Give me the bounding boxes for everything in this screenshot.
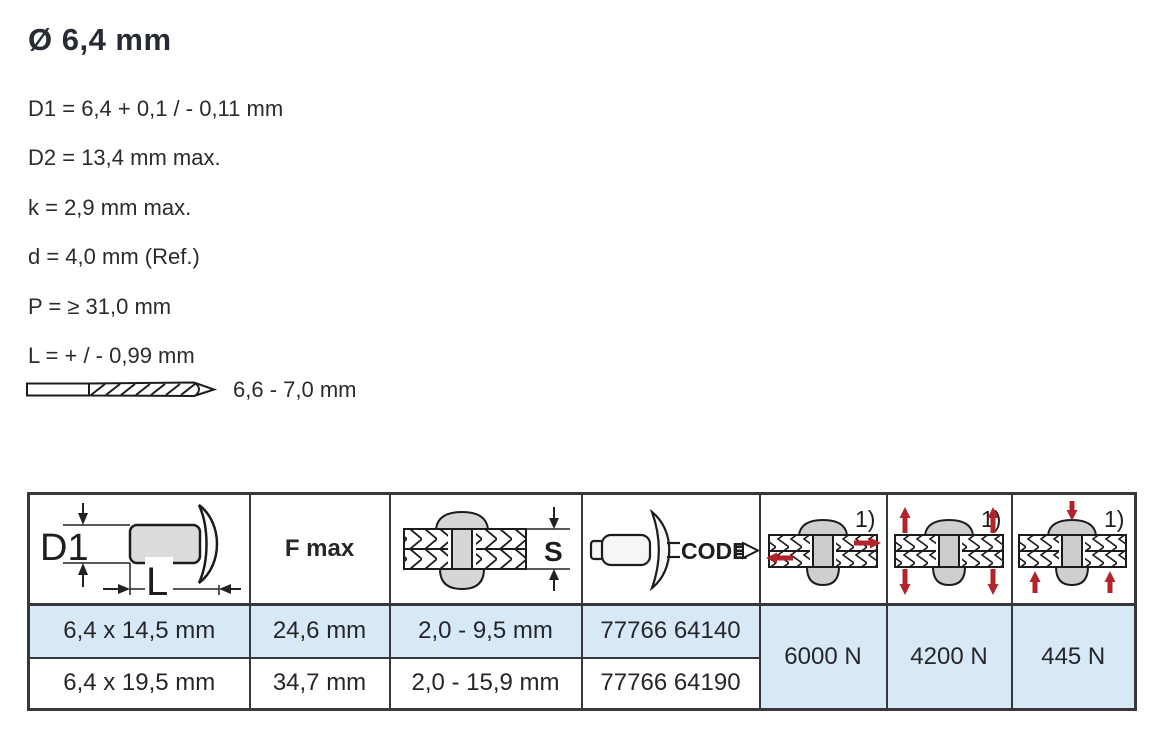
size-cell: 6,4 x 14,5 mm [27,603,251,659]
d1-label: D1 [40,527,89,569]
header-dimension-diagram-cell: D1 L [27,492,251,606]
shear-load-cell: 6000 N [758,603,888,711]
code-cell: 77766 64190 [580,656,761,711]
spec-d2: D2 = 13,4 mm max. [28,145,221,171]
spec-l: L = + / - 0,99 mm [28,343,195,369]
page-title: Ø 6,4 mm [28,22,172,57]
footnote-marker: 1) [855,506,875,532]
header-shear-load-diagram-cell: 1) [758,492,888,606]
fmax-cell: 24,6 mm [248,603,391,659]
drill-size-row: 6,6 - 7,0 mm [25,376,356,403]
grip-cell: 2,0 - 9,5 mm [388,603,583,659]
fmax-cell: 34,7 mm [248,656,391,711]
s-label: S [544,536,563,567]
table-header-row: D1 L F max [27,492,1137,606]
rivet-dimension-diagram-icon: D1 L [39,503,242,601]
shear-load-diagram-icon: 1) [765,506,881,587]
grip-range-diagram-icon: S [402,507,570,591]
spec-d: d = 4,0 mm (Ref.) [28,244,200,270]
code-diagram-icon: CODE [589,508,758,592]
spec-list: D1 = 6,4 + 0,1 / - 0,11 mm D2 = 13,4 mm … [28,84,283,381]
header-tensile-load-diagram-cell: 1) [885,492,1013,606]
footnote-marker: 1) [1104,506,1124,532]
table-row: 6,4 x 19,5 mm 34,7 mm 2,0 - 15,9 mm 7776… [27,656,1136,711]
spec-d1: D1 = 6,4 + 0,1 / - 0,11 mm [28,95,284,121]
drill-range-label: 6,6 - 7,0 mm [233,376,357,402]
drill-bit-icon [26,381,217,398]
header-code-diagram-cell: CODE [580,492,761,606]
size-cell: 6,4 x 19,5 mm [27,656,251,711]
tensile-load-cell: 4200 N [885,603,1013,711]
spec-k: k = 2,9 mm max. [28,194,192,220]
code-cell: 77766 64140 [580,603,761,659]
header-grip-diagram-cell: S [388,492,583,606]
spec-p: P = ≥ 31,0 mm [28,293,172,319]
head-load-cell: 445 N [1010,603,1137,711]
header-head-load-diagram-cell: 1) [1010,492,1137,606]
rivet-spec-table: D1 L F max [27,492,1137,711]
table-row: 6,4 x 14,5 mm 24,6 mm 2,0 - 9,5 mm 77766… [27,603,1137,711]
tensile-load-diagram-icon: 1) [893,506,1004,595]
code-label: CODE [681,538,747,564]
head-load-diagram-icon: 1) [1018,501,1128,593]
l-label: L [146,560,168,601]
header-fmax-cell: F max [248,492,391,606]
grip-cell: 2,0 - 15,9 mm [388,656,583,711]
